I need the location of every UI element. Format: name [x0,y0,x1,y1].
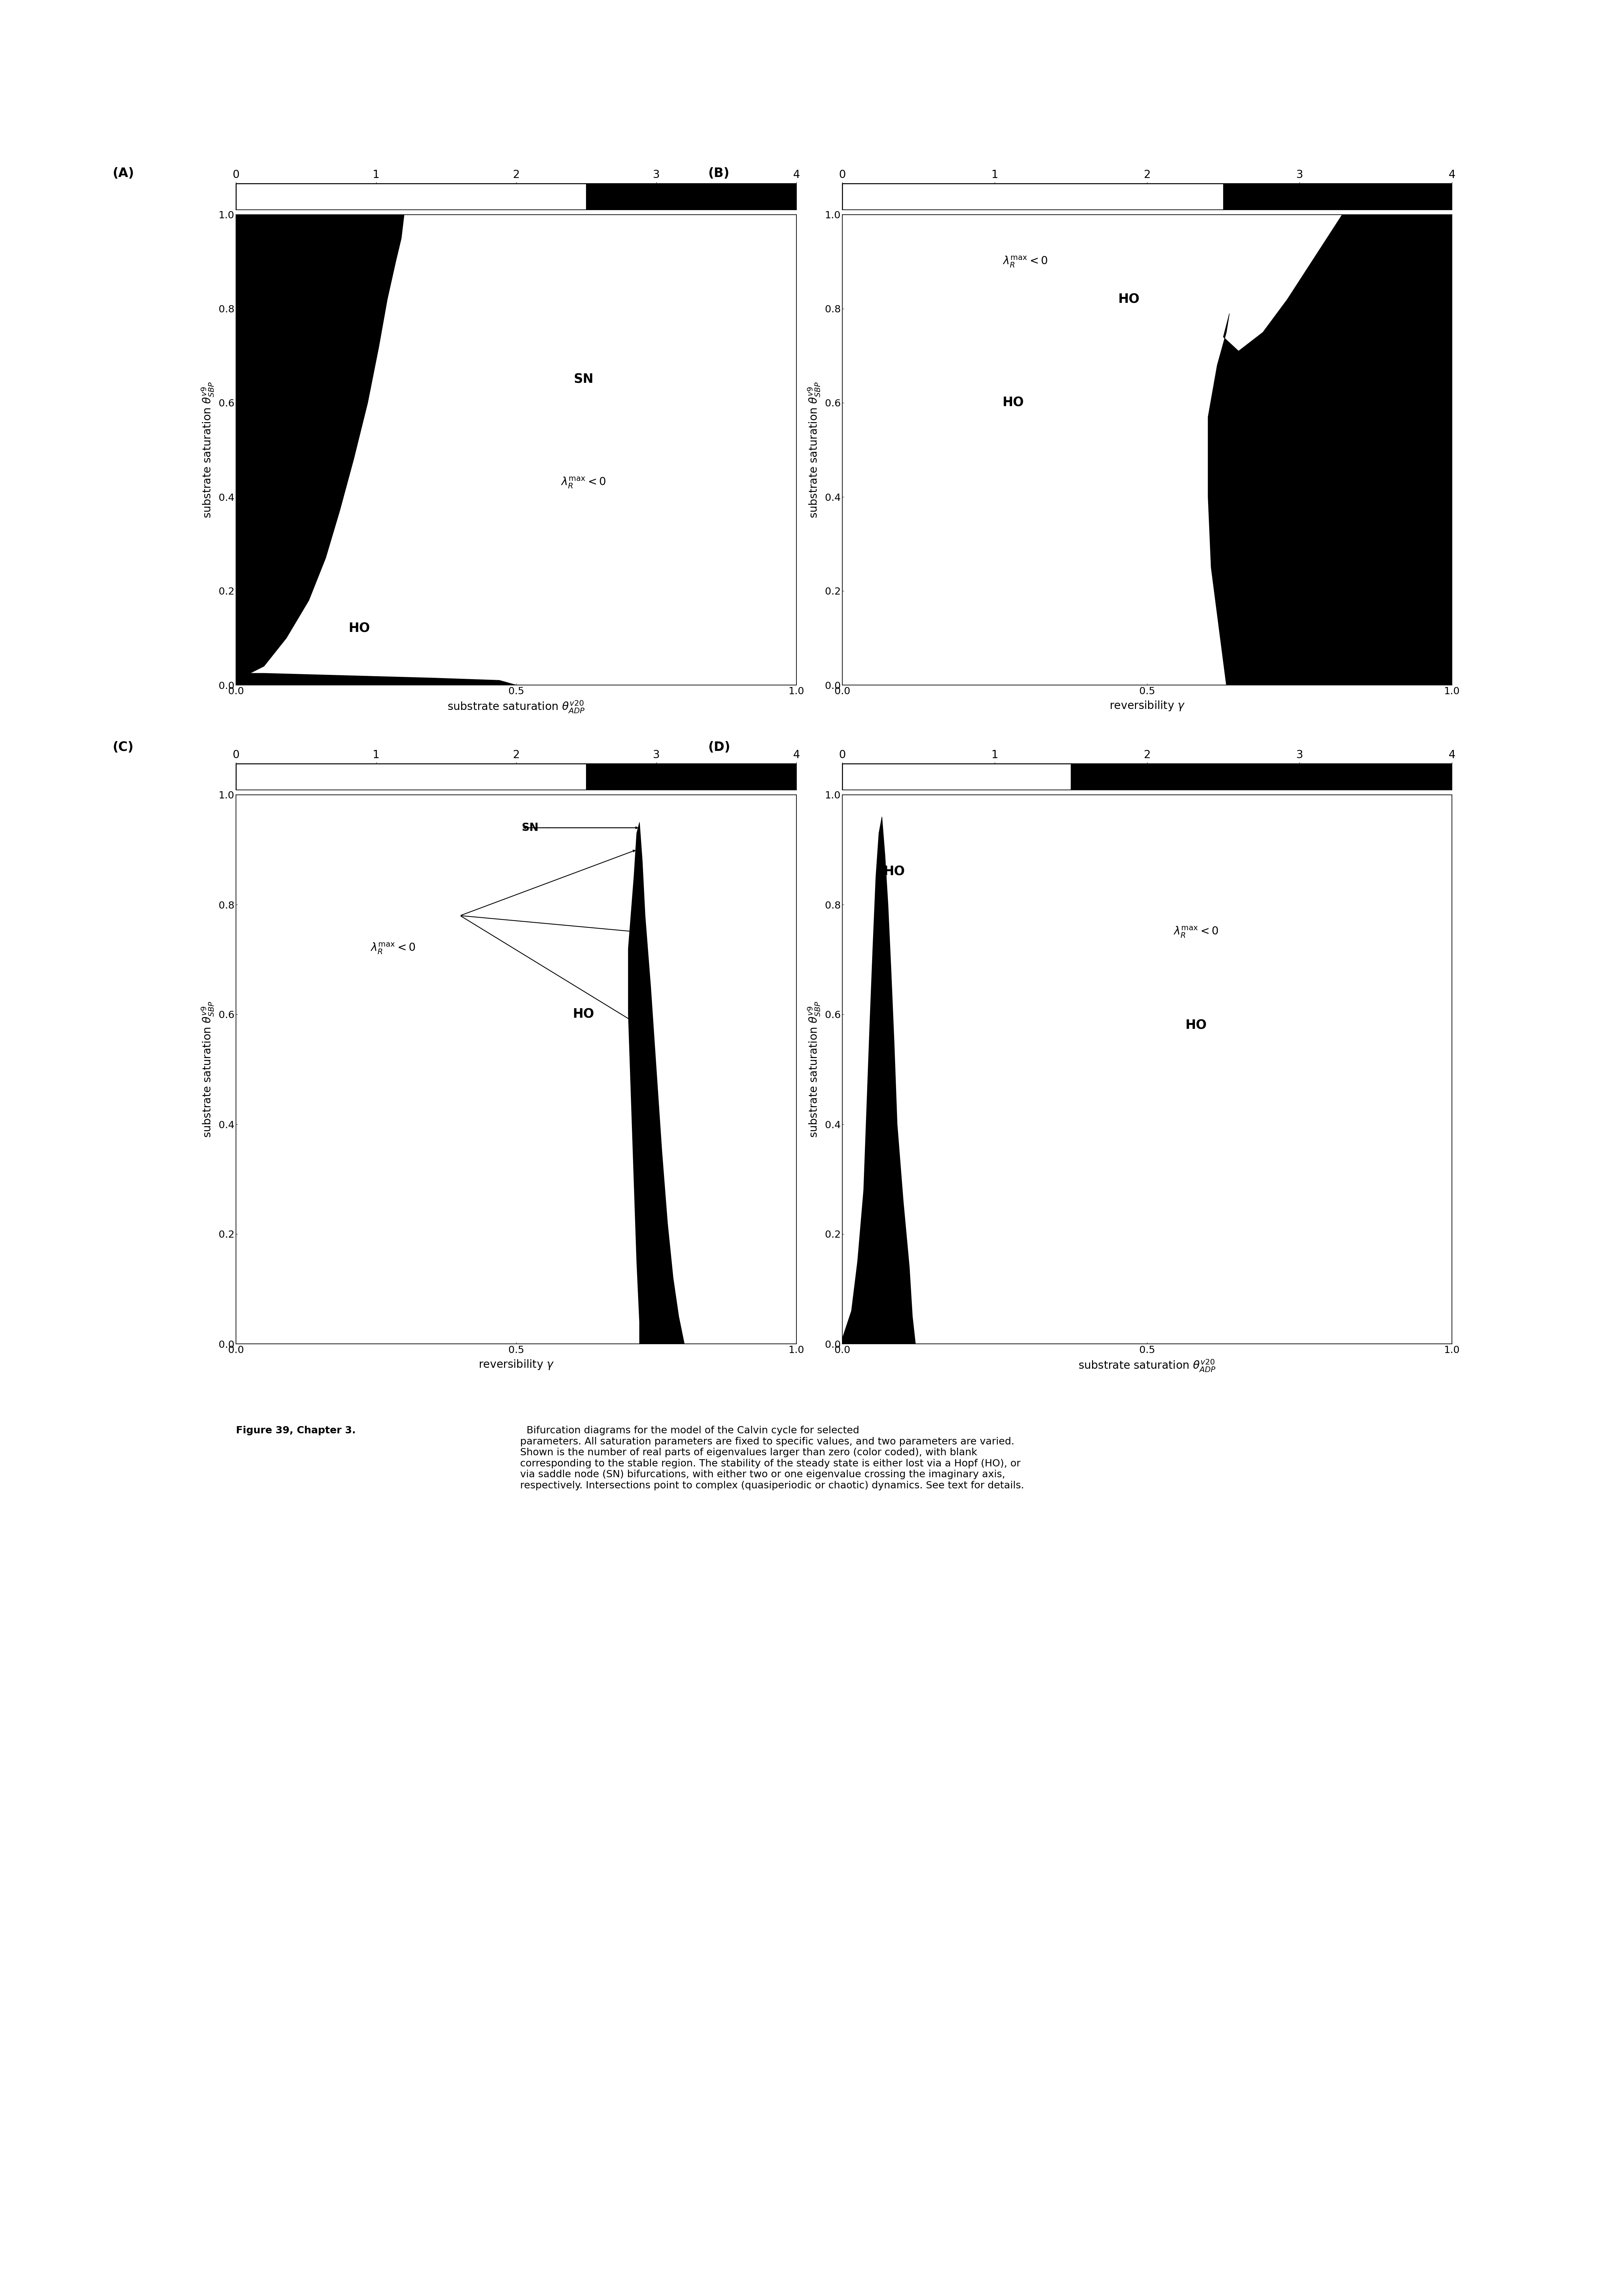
Text: (C): (C) [112,742,133,753]
Text: HO: HO [1003,397,1024,409]
Text: HO: HO [1118,294,1139,305]
Text: $\lambda^{\rm max}_{R}<0$: $\lambda^{\rm max}_{R}<0$ [370,941,415,955]
Bar [586,184,797,209]
X-axis label: reversibility $\gamma$: reversibility $\gamma$ [1110,700,1185,712]
Bar [842,184,1224,209]
Y-axis label: substrate saturation $\theta^{v9}_{SBP}$: substrate saturation $\theta^{v9}_{SBP}$ [200,1001,214,1137]
Bar [586,765,797,790]
Text: SN: SN [573,372,594,386]
Bar [1224,184,1453,209]
Polygon shape [628,822,685,1343]
Text: $\lambda^{\rm max}_{R}<0$: $\lambda^{\rm max}_{R}<0$ [1173,925,1219,939]
Polygon shape [235,673,516,684]
X-axis label: reversibility $\gamma$: reversibility $\gamma$ [479,1359,553,1371]
Text: (B): (B) [708,168,730,179]
Text: HO: HO [883,866,906,877]
Polygon shape [1208,216,1453,684]
X-axis label: substrate saturation $\theta^{v20}_{ADP}$: substrate saturation $\theta^{v20}_{ADP}… [1078,1359,1216,1373]
Text: $\lambda^{\rm max}_{R}<0$: $\lambda^{\rm max}_{R}<0$ [562,475,605,489]
Text: (A): (A) [112,168,135,179]
Y-axis label: substrate saturation $\theta^{v9}_{SBP}$: substrate saturation $\theta^{v9}_{SBP}$ [200,381,214,519]
Text: SN: SN [521,822,539,833]
Text: $\lambda^{\rm max}_{R}<0$: $\lambda^{\rm max}_{R}<0$ [1003,255,1048,269]
Text: HO: HO [349,622,370,634]
Polygon shape [235,216,404,680]
Bar [235,184,586,209]
Bar [842,765,1071,790]
Polygon shape [842,817,915,1343]
Y-axis label: substrate saturation $\theta^{v9}_{SBP}$: substrate saturation $\theta^{v9}_{SBP}$ [807,1001,821,1137]
Text: HO: HO [1185,1019,1206,1031]
Text: HO: HO [573,1008,594,1022]
Y-axis label: substrate saturation $\theta^{v9}_{SBP}$: substrate saturation $\theta^{v9}_{SBP}$ [807,381,821,519]
Text: (D): (D) [708,742,730,753]
Bar [235,765,586,790]
Text: Figure 39, Chapter 3.: Figure 39, Chapter 3. [235,1426,355,1435]
Text: Bifurcation diagrams for the model of the Calvin cycle for selected
parameters. : Bifurcation diagrams for the model of th… [519,1426,1024,1490]
Bar [1071,765,1453,790]
X-axis label: substrate saturation $\theta^{v20}_{ADP}$: substrate saturation $\theta^{v20}_{ADP}… [448,700,584,714]
